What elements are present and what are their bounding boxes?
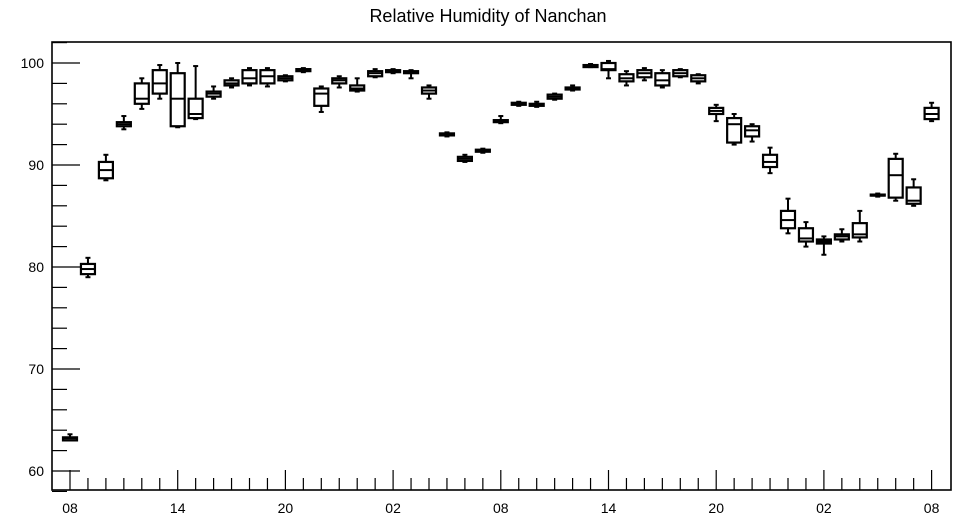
box-plot xyxy=(887,152,904,202)
box-body xyxy=(761,153,779,169)
box-plot xyxy=(367,68,384,79)
plot-frame xyxy=(51,41,952,491)
box-plot xyxy=(797,221,815,248)
box-body xyxy=(905,186,922,205)
x-tick-label: 08 xyxy=(493,500,509,516)
y-tick-label: 90 xyxy=(28,157,44,173)
box-plot xyxy=(133,77,150,110)
x-axis: 08 14 20 02 08 14 20 02 08 xyxy=(62,470,940,516)
box-plot xyxy=(923,101,940,123)
box-plot xyxy=(726,113,743,146)
box-plot xyxy=(779,197,797,235)
x-tick-label: 02 xyxy=(816,500,832,516)
box-plot xyxy=(672,68,689,79)
box-plot xyxy=(295,67,312,74)
box-series xyxy=(61,59,940,442)
y-axis: 60 70 80 90 100 xyxy=(21,41,80,492)
box-plot xyxy=(654,69,671,89)
box-plot xyxy=(259,67,276,88)
box-plot xyxy=(151,64,168,100)
x-tick-label: 08 xyxy=(62,500,78,516)
y-tick-label: 70 xyxy=(28,361,44,377)
box-plot xyxy=(241,67,258,87)
box-plot xyxy=(385,68,402,75)
box-plot xyxy=(420,84,438,100)
box-plot xyxy=(636,67,653,82)
box-body xyxy=(726,116,743,144)
box-body xyxy=(797,227,815,243)
box-plot xyxy=(761,146,779,175)
box-body xyxy=(169,72,186,128)
box-plot xyxy=(79,256,97,279)
box-body xyxy=(313,87,330,107)
y-tick-label: 80 xyxy=(28,259,44,275)
x-tick-label: 14 xyxy=(170,500,186,516)
box-plot xyxy=(456,153,473,163)
chart-title: Relative Humidity of Nanchan xyxy=(369,6,606,26)
box-body xyxy=(151,69,168,95)
box-plot xyxy=(833,228,850,243)
x-tick-label: 20 xyxy=(278,500,294,516)
box-plot xyxy=(205,85,222,100)
box-plot xyxy=(61,433,79,442)
box-body xyxy=(241,69,258,85)
box-plot xyxy=(708,103,725,123)
x-tick-label: 08 xyxy=(924,500,940,516)
box-plot xyxy=(277,74,294,83)
box-plot xyxy=(869,192,886,198)
y-tick-label: 60 xyxy=(28,463,44,479)
box-plot xyxy=(97,153,115,182)
box-plot xyxy=(169,62,186,129)
x-tick-label: 14 xyxy=(601,500,617,516)
box-plot xyxy=(492,115,509,125)
box-plot xyxy=(402,69,420,80)
box-plot xyxy=(905,178,922,207)
x-tick-label: 02 xyxy=(385,500,401,516)
y-tick-label: 100 xyxy=(21,55,45,71)
box-plot xyxy=(187,65,204,121)
box-plot xyxy=(331,75,348,89)
box-plot xyxy=(510,100,527,107)
box-body xyxy=(600,61,617,72)
box-plot xyxy=(690,73,707,85)
box-plot xyxy=(438,131,456,138)
box-plot xyxy=(564,84,581,92)
box-body xyxy=(743,125,761,138)
box-plot xyxy=(743,123,761,143)
box-body xyxy=(887,157,904,199)
box-plot xyxy=(815,235,833,256)
box-plot xyxy=(618,70,635,87)
box-plot xyxy=(600,59,617,80)
box-plot xyxy=(474,147,491,154)
box-plot xyxy=(115,115,132,131)
box-plot xyxy=(851,209,868,243)
box-body xyxy=(133,82,150,105)
box-plot xyxy=(582,63,599,69)
box-body xyxy=(187,97,204,120)
box-plot xyxy=(528,100,545,108)
x-tick-label: 20 xyxy=(708,500,724,516)
box-plot xyxy=(313,85,330,113)
box-plot xyxy=(349,77,366,93)
box-body xyxy=(654,72,671,87)
box-plot xyxy=(223,77,240,89)
box-plot xyxy=(546,92,563,101)
